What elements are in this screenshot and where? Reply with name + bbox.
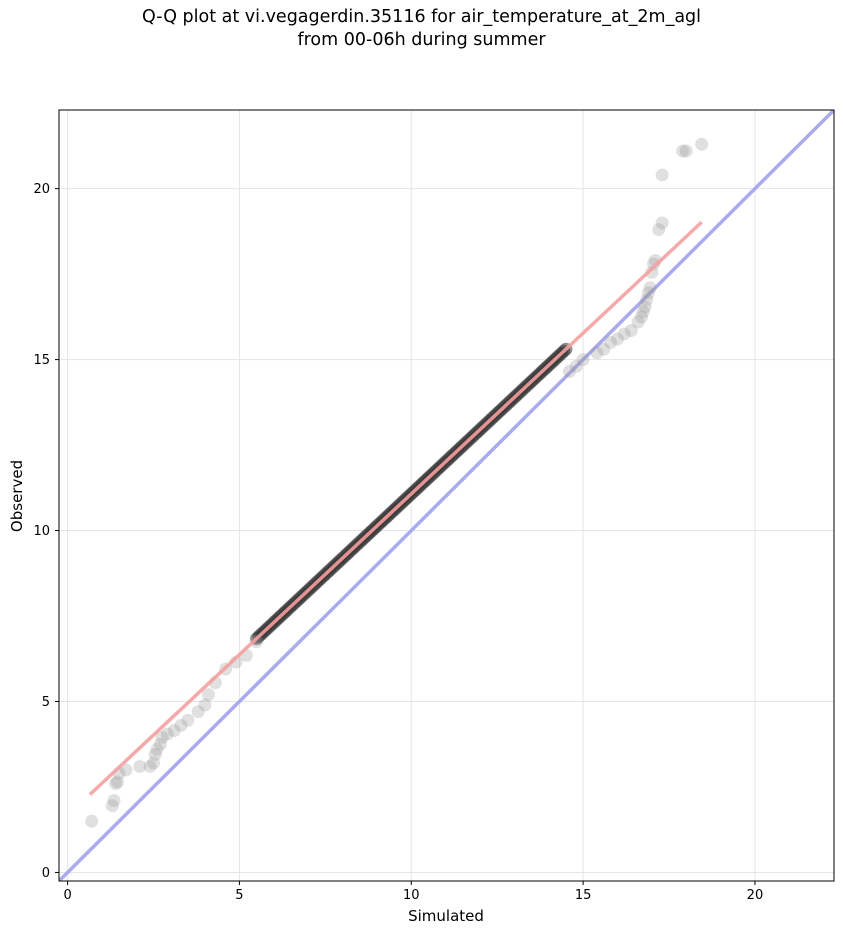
qq-point <box>631 315 645 329</box>
ticks: 0 5 10 15 20 0 5 10 15 20 <box>33 182 763 903</box>
y-tick-label: 10 <box>33 524 50 539</box>
qq-point <box>635 310 649 324</box>
qq-point <box>174 718 188 732</box>
y-axis-label: Observed <box>8 460 26 532</box>
grid <box>59 110 834 881</box>
qq-point <box>110 775 124 789</box>
qq-point <box>641 286 655 300</box>
qq-point <box>85 814 99 828</box>
qq-point <box>160 727 174 741</box>
qq-point <box>643 281 657 295</box>
qq-point <box>143 759 157 773</box>
qq-point <box>638 300 652 314</box>
qq-point <box>107 794 121 808</box>
chart-title-line-1: Q-Q plot at vi.vegagerdin.35116 for air_… <box>141 7 702 27</box>
qq-point <box>655 168 669 182</box>
qq-point <box>133 759 147 773</box>
axes-frame <box>58 109 835 882</box>
qq-point <box>181 713 195 727</box>
identity-line <box>59 110 834 881</box>
y-tick-label: 0 <box>42 866 50 881</box>
qq-point <box>640 293 654 307</box>
x-tick-label: 0 <box>63 888 71 903</box>
qq-point <box>652 223 666 237</box>
qq-point <box>647 257 661 271</box>
qq-point <box>109 777 123 791</box>
qq-point <box>676 144 690 158</box>
qq-point <box>624 324 638 338</box>
x-tick-label: 15 <box>575 888 592 903</box>
chart-title-line-2: from 00-06h during summer <box>297 30 546 50</box>
x-tick-label: 10 <box>403 888 420 903</box>
qq-point <box>148 747 162 761</box>
qq-point <box>597 342 611 356</box>
qq-point <box>105 799 119 813</box>
qq-point <box>617 327 631 341</box>
qq-point <box>119 763 133 777</box>
y-tick-label: 5 <box>42 695 50 710</box>
qq-point <box>695 137 709 151</box>
fit-line <box>88 220 703 796</box>
qq-point <box>202 688 216 702</box>
qq-point <box>576 353 590 367</box>
identity-line-layer <box>59 110 834 881</box>
qq-point <box>250 635 264 649</box>
qq-point <box>191 705 205 719</box>
qq-point <box>655 216 669 230</box>
qq-point <box>562 365 576 379</box>
y-tick-label: 15 <box>33 353 50 368</box>
chart-title: Q-Q plot at vi.vegagerdin.35116 for air_… <box>0 6 843 52</box>
qq-point <box>198 698 212 712</box>
qq-point <box>147 756 161 770</box>
y-tick-label: 20 <box>33 182 50 197</box>
qq-point <box>590 346 604 360</box>
qq-point <box>167 724 181 738</box>
qq-point <box>610 332 624 346</box>
qq-point <box>604 335 618 349</box>
x-tick-label: 5 <box>235 888 243 903</box>
qq-point <box>150 742 164 756</box>
x-tick-label: 20 <box>747 888 764 903</box>
x-axis-label: Simulated <box>408 907 484 925</box>
qq-point <box>153 737 167 751</box>
fit-line-layer <box>88 220 703 796</box>
qq-point <box>679 144 693 158</box>
qq-point <box>636 305 650 319</box>
qq-point <box>645 265 659 279</box>
qq-point <box>569 359 583 373</box>
points-layer <box>85 137 709 828</box>
qq-point <box>155 730 169 744</box>
